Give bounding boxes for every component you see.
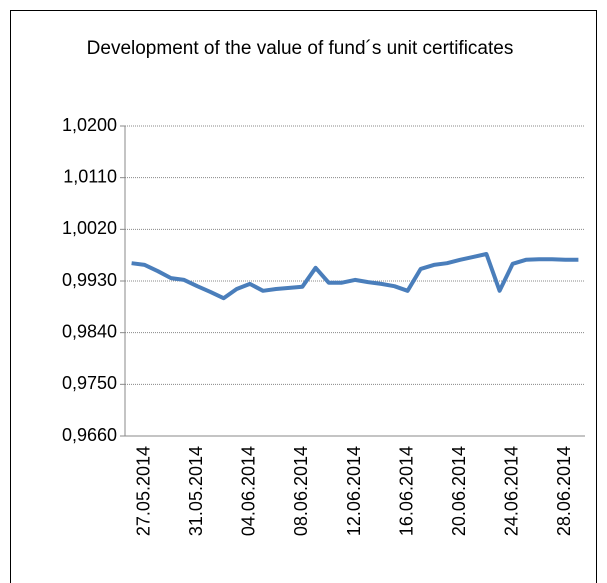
y-tick-label: 1,0020: [62, 218, 117, 238]
x-tick-label: 24.06.2014: [501, 446, 521, 536]
y-tick-label: 0,9750: [62, 373, 117, 393]
x-tick-label: 08.06.2014: [291, 446, 311, 536]
chart-title: Development of the value of fund´s unit …: [86, 38, 514, 59]
x-tick-label: 31.05.2014: [186, 446, 206, 536]
x-tick-label: 16.06.2014: [396, 446, 416, 536]
line-series: [131, 252, 579, 301]
x-tick-label: 12.06.2014: [344, 446, 364, 536]
x-tick-label: 20.06.2014: [449, 446, 469, 536]
y-tick-label: 0,9840: [62, 321, 117, 341]
y-tick-label: 1,0110: [63, 166, 117, 186]
chart-frame: [10, 10, 597, 583]
x-tick-label: 28.06.2014: [554, 446, 574, 536]
x-tick-label: 27.05.2014: [133, 446, 153, 536]
y-tick-label: 0,9660: [62, 425, 117, 445]
y-tick-label: 0,9930: [62, 270, 117, 290]
x-tick-label: 04.06.2014: [239, 446, 259, 536]
y-tick-label: 1,0200: [62, 115, 117, 135]
